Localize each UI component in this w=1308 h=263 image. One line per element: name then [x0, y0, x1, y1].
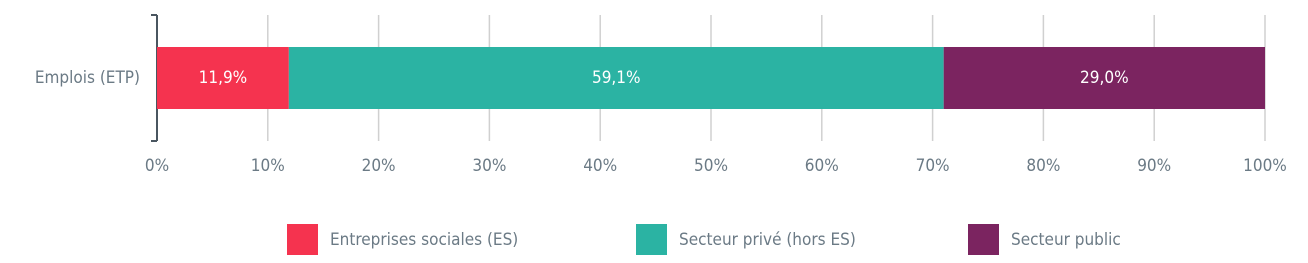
bar-segment: [288, 47, 944, 109]
x-tick-label: 0%: [145, 156, 169, 176]
x-tick-label: 20%: [362, 156, 396, 176]
bar-segment: [157, 47, 289, 109]
legend-label: Entreprises sociales (ES): [330, 230, 518, 250]
x-tick-label: 90%: [1137, 156, 1171, 176]
x-tick-label: 40%: [583, 156, 617, 176]
legend-label: Secteur privé (hors ES): [679, 230, 856, 250]
value-label: 59,1%: [592, 68, 641, 88]
legend-swatch: [636, 224, 667, 255]
value-label: 11,9%: [199, 68, 248, 88]
legend-swatch: [287, 224, 318, 255]
x-tick-label: 50%: [694, 156, 728, 176]
legend-label: Secteur public: [1011, 230, 1121, 250]
value-label: 29,0%: [1080, 68, 1129, 88]
bar-segment: [943, 47, 1265, 109]
x-tick-label: 60%: [805, 156, 839, 176]
x-tick-label: 30%: [472, 156, 506, 176]
x-tick-label: 70%: [916, 156, 950, 176]
x-tick-label: 10%: [251, 156, 285, 176]
x-tick-label: 100%: [1243, 156, 1287, 176]
x-tick-label: 80%: [1026, 156, 1060, 176]
y-tick-label: Emplois (ETP): [35, 68, 140, 88]
legend-swatch: [968, 224, 999, 255]
